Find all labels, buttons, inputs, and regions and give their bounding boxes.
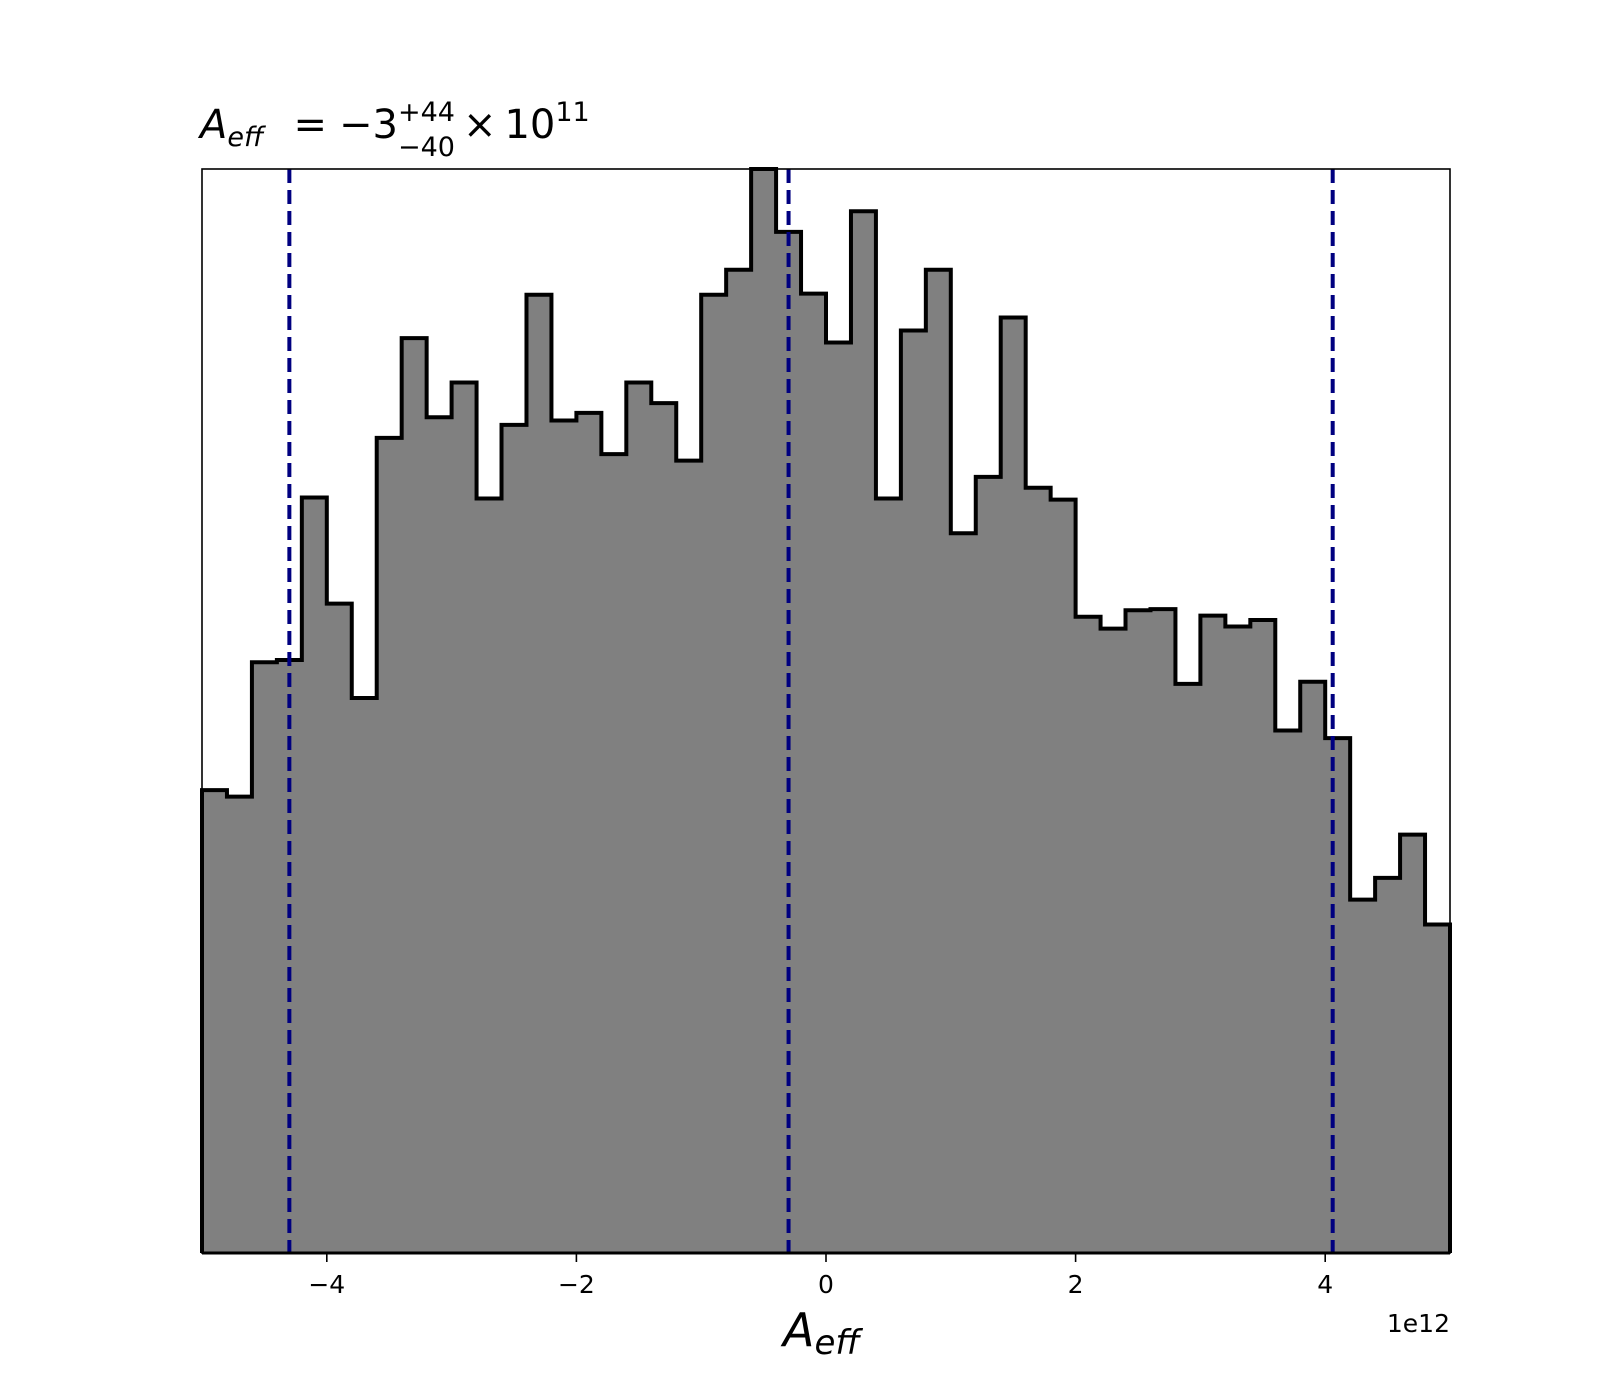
histogram-bar [925, 269, 952, 1253]
histogram-bar [1175, 683, 1201, 1253]
histogram-bar [551, 420, 577, 1253]
histogram-bar [1400, 834, 1426, 1253]
histogram-bar [950, 533, 977, 1253]
histogram-bar [1325, 738, 1351, 1253]
histogram-bar [1250, 619, 1276, 1253]
histogram-bar [900, 330, 927, 1253]
histogram-bar [301, 497, 328, 1253]
histogram-bar [601, 454, 627, 1253]
x-axis-label: Aeff [780, 1303, 863, 1363]
histogram-bar [476, 498, 503, 1253]
histogram-bar [875, 498, 902, 1253]
x-ticks: −4 −2 0 2 4 [308, 1253, 1333, 1299]
histogram-bar [651, 403, 677, 1253]
histogram-bar [701, 294, 727, 1253]
histogram-bar [1050, 499, 1077, 1253]
histogram-bar [1200, 615, 1226, 1253]
histogram-bar [1150, 609, 1177, 1253]
histogram-bar [751, 169, 777, 1253]
histogram-bar [1025, 487, 1052, 1253]
histogram-bar [826, 342, 852, 1253]
histogram-bar [1375, 877, 1401, 1253]
histogram-bar [351, 697, 378, 1253]
histogram-bar [401, 338, 428, 1253]
histogram-bar [251, 662, 278, 1253]
histogram-bar [376, 437, 403, 1253]
histogram-bar [1100, 628, 1127, 1253]
histogram-bar [801, 293, 827, 1253]
x-axis-offset-label: 1e12 [1387, 1309, 1450, 1338]
histogram-bar [451, 382, 478, 1254]
histogram-bar [626, 382, 652, 1254]
histogram-bar [676, 460, 702, 1253]
x-tick-label: 4 [1317, 1270, 1333, 1299]
histogram-bar [1300, 681, 1326, 1253]
histogram-bar [326, 603, 353, 1253]
histogram-bars [202, 169, 1451, 1254]
quantile-lines [287, 169, 1335, 1253]
histogram-bar [1225, 626, 1251, 1253]
histogram-bar [975, 476, 1002, 1254]
histogram-bar [726, 269, 752, 1253]
histogram-bar [526, 294, 553, 1253]
histogram-bar [501, 424, 528, 1254]
histogram-bar [1125, 610, 1152, 1253]
histogram-bar [1275, 730, 1301, 1253]
histogram-bar [850, 211, 877, 1253]
histogram-outline [200, 167, 1452, 1253]
x-tick-label: −4 [308, 1270, 345, 1299]
histogram-bar [576, 412, 602, 1253]
histogram-bar [426, 417, 453, 1254]
x-tick-label: 0 [818, 1270, 834, 1299]
histogram-bar [202, 790, 228, 1253]
chart-title: Aeff = −3+44 −40 × 1011 [197, 97, 590, 163]
x-tick-label: −2 [558, 1270, 595, 1299]
histogram-bar [1075, 616, 1102, 1253]
histogram-bar [226, 796, 253, 1253]
histogram-bar [1000, 317, 1027, 1253]
histogram-bar [1350, 899, 1376, 1253]
x-tick-label: 2 [1068, 1270, 1084, 1299]
histogram-bar [1425, 924, 1451, 1253]
